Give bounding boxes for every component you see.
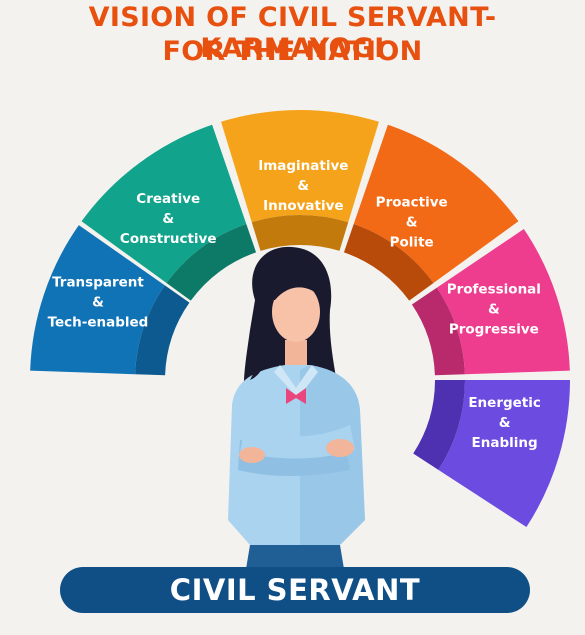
title-line-1: VISION OF CIVIL SERVANT-KARMAYOGI bbox=[88, 2, 497, 64]
segment-label-line: Polite bbox=[390, 234, 434, 250]
segment-label-line: & bbox=[297, 178, 309, 194]
segment-label-line: Enabling bbox=[472, 435, 538, 451]
segment-inner-professional bbox=[411, 287, 465, 376]
segment-inner-proactive bbox=[343, 223, 434, 301]
segment-label-line: Tech-enabled bbox=[48, 314, 149, 330]
segment-label-line: Constructive bbox=[120, 231, 217, 247]
title-line-2: FOR THE NATION bbox=[162, 36, 423, 67]
segment-label-line: Imaginative bbox=[258, 158, 348, 174]
woman-civil-servant-illustration bbox=[228, 246, 365, 575]
segment-creative bbox=[81, 124, 247, 284]
segment-label-line: Energetic bbox=[468, 395, 541, 411]
segment-label-line: & bbox=[488, 301, 500, 317]
segment-energetic bbox=[438, 380, 570, 528]
segment-label-line: Innovative bbox=[263, 198, 343, 214]
segment-label-professional: Professional & Progressive bbox=[447, 281, 541, 337]
segment-label-proactive: Proactive & Polite bbox=[376, 194, 448, 250]
segment-inner-creative bbox=[166, 223, 257, 301]
segment-label-line: & bbox=[92, 294, 104, 310]
segment-label-imaginative: Imaginative & Innovative bbox=[258, 158, 348, 214]
segment-professional bbox=[436, 229, 570, 375]
segment-inner-transparent bbox=[135, 285, 190, 376]
segment-label-line: & bbox=[162, 211, 174, 227]
segment-label-energetic: Energetic & Enabling bbox=[468, 395, 541, 451]
segment-imaginative bbox=[221, 109, 379, 223]
segment-inner-energetic bbox=[413, 380, 465, 470]
segment-proactive bbox=[353, 124, 519, 284]
segment-label-creative: Creative & Constructive bbox=[120, 191, 217, 247]
segment-label-line: Transparent bbox=[52, 274, 144, 290]
segment-label-transparent: Transparent & Tech-enabled bbox=[48, 274, 149, 330]
segment-label-line: Proactive bbox=[376, 194, 448, 210]
segment-label-line: Creative bbox=[136, 191, 200, 207]
segment-label-line: Professional bbox=[447, 281, 541, 297]
segment-label-line: & bbox=[406, 214, 418, 230]
segment-inner-imaginative bbox=[251, 214, 349, 251]
segment-label-line: Progressive bbox=[449, 321, 539, 337]
segment-label-line: & bbox=[499, 415, 511, 431]
wheel-segments: Transparent & Tech-enabled Creative & Constru… bbox=[30, 109, 570, 528]
segment-transparent bbox=[30, 225, 165, 375]
civil-servant-banner: CIVIL SERVANT bbox=[60, 567, 530, 613]
